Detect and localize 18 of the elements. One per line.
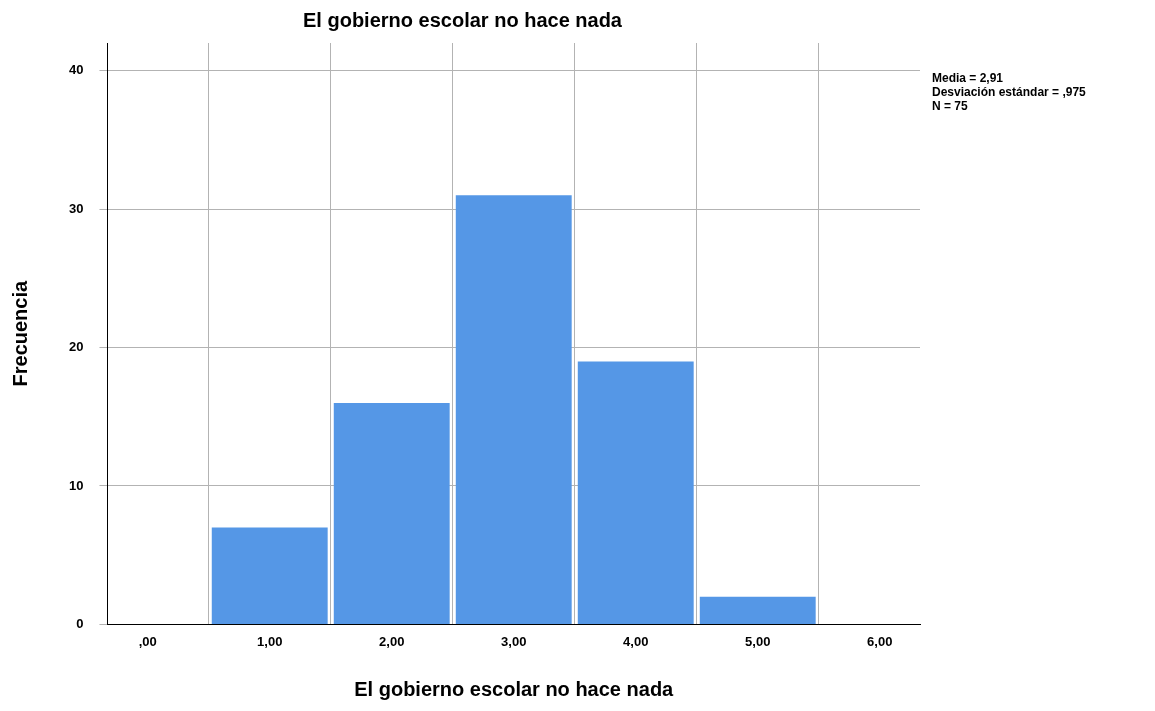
x-tick-label: 2,00 [379, 633, 405, 649]
chart-title: El gobierno escolar no hace nada [303, 8, 623, 31]
x-tick-label: 5,00 [745, 633, 771, 649]
x-tick-label: 1,00 [257, 633, 283, 649]
y-tick-label: 20 [68, 339, 84, 355]
text: N = 75 [932, 99, 969, 114]
x-axis-title: El gobierno escolar no hace nada [354, 677, 675, 700]
x-tick-label: 3,00 [501, 633, 527, 649]
text: Desviación estándar = ,975 [932, 85, 1087, 100]
y-tick-label: 30 [68, 200, 84, 216]
y-tick-label: 40 [68, 62, 84, 78]
text: Media = 2,91 [932, 71, 1004, 86]
y-tick-label: 10 [68, 477, 84, 493]
y-tick-label: 0 [76, 615, 84, 631]
y-axis-title: Frecuencia [8, 280, 31, 387]
x-tick-label: 6,00 [867, 633, 893, 649]
x-tick-label: 4,00 [623, 633, 649, 649]
x-tick-label: ,00 [138, 633, 157, 649]
